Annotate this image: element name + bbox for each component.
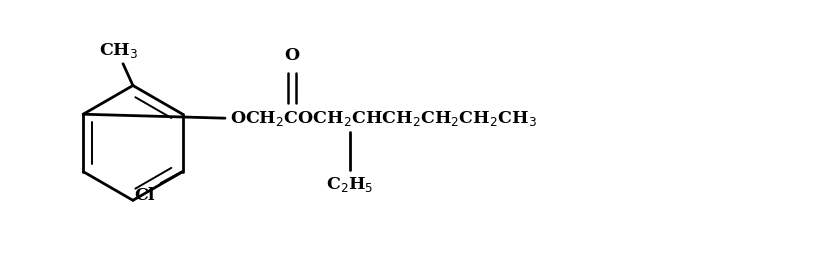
Text: O: O bbox=[285, 47, 300, 64]
Text: OCH$_2$COCH$_2$CHCH$_2$CH$_2$CH$_2$CH$_3$: OCH$_2$COCH$_2$CHCH$_2$CH$_2$CH$_2$CH$_3… bbox=[230, 109, 537, 128]
Text: C$_2$H$_5$: C$_2$H$_5$ bbox=[326, 175, 374, 193]
Text: CH$_3$: CH$_3$ bbox=[98, 41, 137, 60]
Text: Cl: Cl bbox=[135, 188, 155, 204]
